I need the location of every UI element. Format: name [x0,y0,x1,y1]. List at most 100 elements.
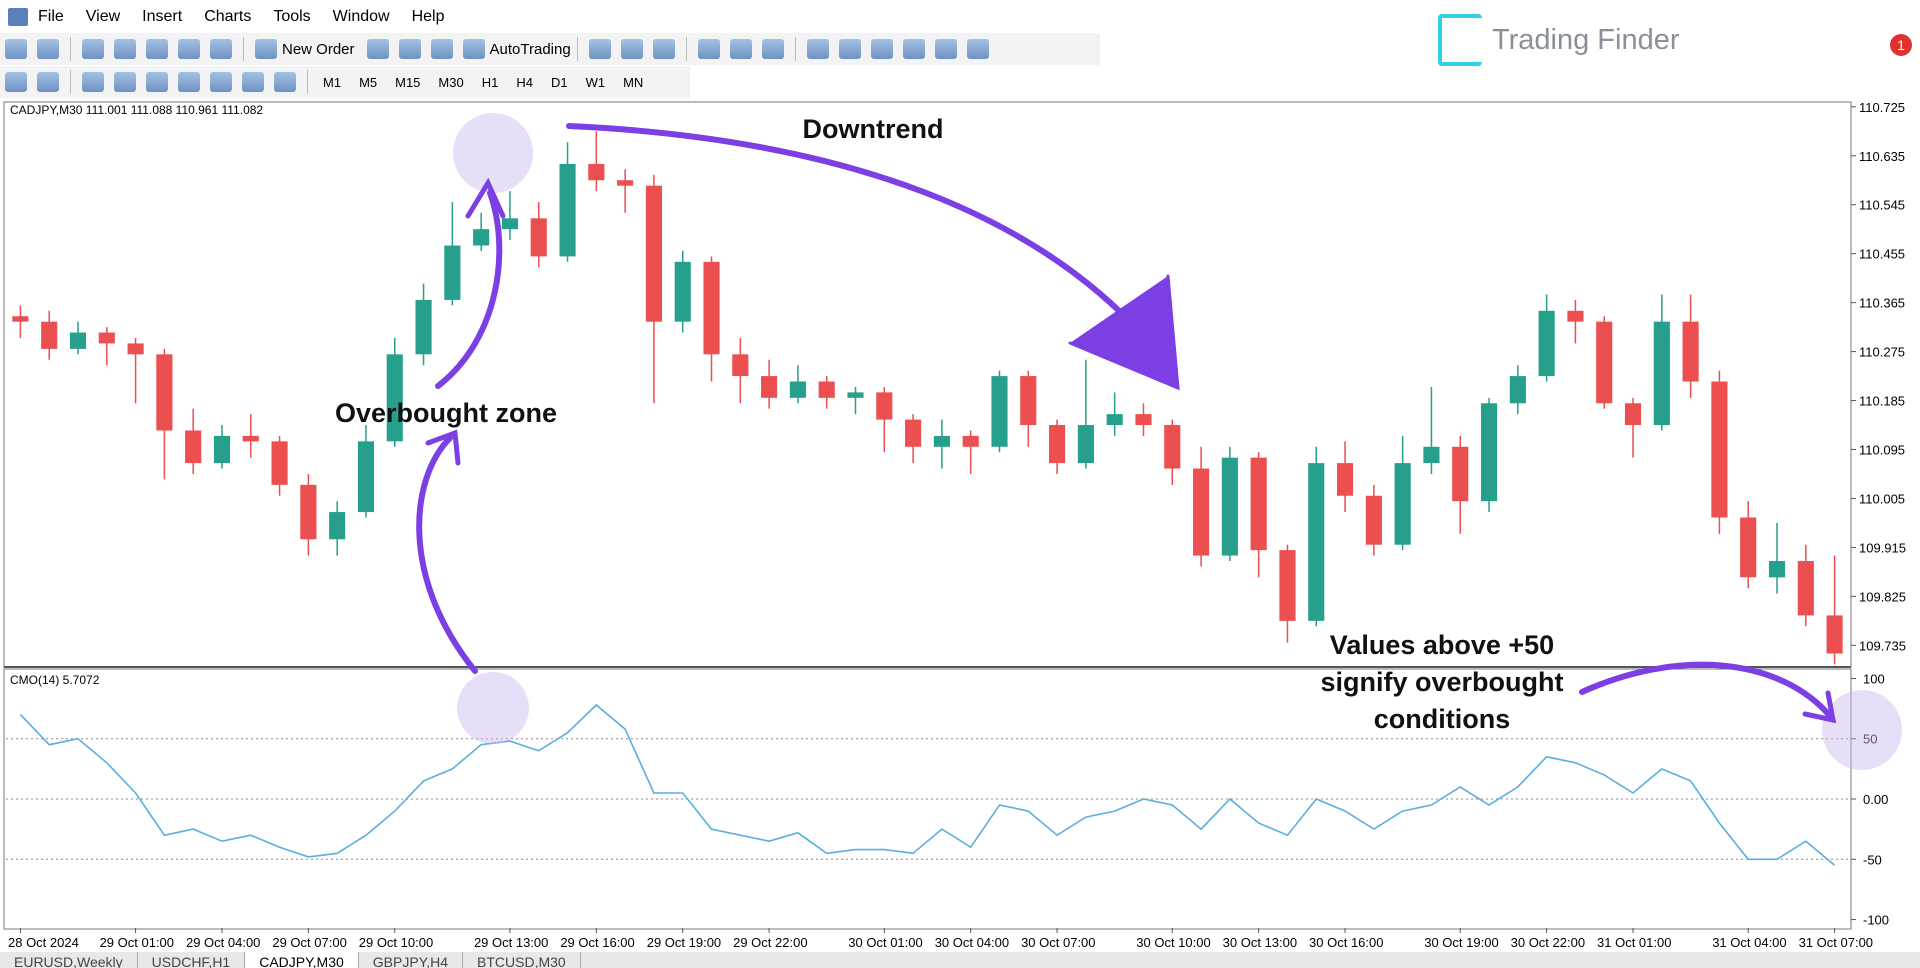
candle-body [761,376,778,398]
x-tick-label: 29 Oct 07:00 [272,935,346,950]
arrow-head [1802,690,1837,724]
candle-body [1135,414,1152,426]
tool-icon[interactable] [178,39,200,59]
candle-body [69,332,87,349]
candle-body [1336,463,1354,496]
tool-icon[interactable] [210,72,232,92]
tool-icon[interactable] [761,39,784,59]
tool-icon[interactable] [242,72,264,92]
candle-body [1624,403,1642,426]
candle-body [415,299,432,355]
timeframe-button[interactable]: H1 [481,74,499,90]
menu-item[interactable]: File [38,7,64,25]
brand-logo [1438,14,1482,66]
tool-icon[interactable] [430,39,453,59]
tool-icon[interactable] [178,72,200,92]
chart-tab[interactable]: USDCHF,H1 [138,952,246,968]
menu-item[interactable]: Tools [273,7,311,25]
marks: CADJPY,M30 111.001 111.088 110.961 111.0… [6,100,1906,950]
highlight-circle [453,113,533,193]
chart-tabs: EURUSD,Weekly USDCHF,H1 CADJPY,M30 GBPJPY,H… [0,952,1920,968]
candle-body [1596,321,1613,404]
x-tick-label: 30 Oct 19:00 [1424,935,1498,950]
x-tick-label: 30 Oct 16:00 [1309,935,1383,950]
tool-icon[interactable] [838,39,861,59]
x-tick-label: 31 Oct 07:00 [1799,935,1873,950]
candle-body [1394,463,1411,545]
chart-tab[interactable]: EURUSD,Weekly [0,952,138,968]
tool-icon[interactable] [114,72,136,92]
tool-icon[interactable] [652,39,675,59]
autotrading-button[interactable]: AutoTrading [489,40,571,58]
candle-body [300,484,317,540]
menu-bar: File View Insert Charts Tools Window Help [0,0,1920,33]
y-tick-label: 50 [1863,732,1877,747]
tool-icon[interactable] [82,72,104,92]
candle-body [98,332,115,344]
y-tick-label: -50 [1863,852,1882,867]
menu-item[interactable]: Help [411,7,445,25]
menu-item[interactable]: Charts [204,7,252,25]
chart-tab[interactable]: CADJPY,M30 [245,952,359,968]
tool-icon[interactable] [114,39,136,59]
x-tick-label: 29 Oct 22:00 [733,935,807,950]
y-tick-label: 110.095 [1859,443,1905,458]
candle-body [617,180,634,186]
tool-icon[interactable] [5,39,27,59]
notification-badge[interactable]: 1 [1890,34,1912,56]
x-tick-label: 30 Oct 13:00 [1223,935,1297,950]
tool-icon[interactable] [5,72,27,92]
chart-tab[interactable]: GBPJPY,H4 [359,952,464,968]
tool-icon[interactable] [82,39,104,59]
arrow [1579,661,1833,719]
y-tick-label: 110.635 [1859,149,1905,164]
x-tick-label: 29 Oct 13:00 [474,935,548,950]
timeframe-button[interactable]: M30 [438,74,464,90]
x-tick-label: 29 Oct 10:00 [359,935,433,950]
candle-body [1365,495,1382,545]
tool-icon[interactable] [620,39,643,59]
timeframe-button[interactable]: MN [623,74,644,90]
tool-icon[interactable] [210,39,232,59]
candle-body [127,343,144,355]
candle-body [473,229,490,246]
tool-icon[interactable] [146,39,168,59]
chart-tab[interactable]: BTCUSD,M30 [463,952,581,968]
tool-icon[interactable] [146,72,168,92]
candle-body [588,163,605,181]
menu-item[interactable]: View [85,7,121,25]
timeframe-button[interactable]: D1 [550,74,568,90]
tool-icon[interactable] [729,39,752,59]
tool-icon[interactable] [902,39,925,59]
candle-body [847,392,864,398]
arrow-head [425,429,461,466]
timeframe-button[interactable]: W1 [585,74,606,90]
timeframe-button[interactable]: M5 [359,74,378,90]
timeframe-button[interactable]: M1 [323,74,342,90]
tool-icon[interactable] [37,39,59,59]
arrow-head [1068,274,1180,391]
timeframe-button[interactable]: H4 [516,74,533,90]
tool-icon[interactable] [934,39,957,59]
candle-body [1509,376,1526,404]
candle-body [1567,310,1584,322]
new-order-button[interactable]: New Order [282,40,355,58]
candle-body [357,441,375,513]
y-tick-label: 110.365 [1859,296,1905,311]
candle-body [1480,403,1498,502]
tool-icon[interactable] [366,39,389,59]
tool-icon[interactable] [870,39,893,59]
tool-icon[interactable] [398,39,421,59]
menu-item[interactable]: Window [332,7,390,25]
menu-item[interactable]: Insert [142,7,183,25]
tool-icon[interactable] [274,72,296,92]
tool-icon[interactable] [806,39,829,59]
toolbar-standard: New Order AutoTrading [0,33,1100,65]
tool-icon[interactable] [697,39,720,59]
candle-body [1797,561,1814,616]
app-icon [8,7,28,26]
tool-icon[interactable] [37,72,59,92]
tool-icon[interactable] [588,39,611,59]
tool-icon[interactable] [966,39,989,59]
timeframe-button[interactable]: M15 [395,74,421,90]
